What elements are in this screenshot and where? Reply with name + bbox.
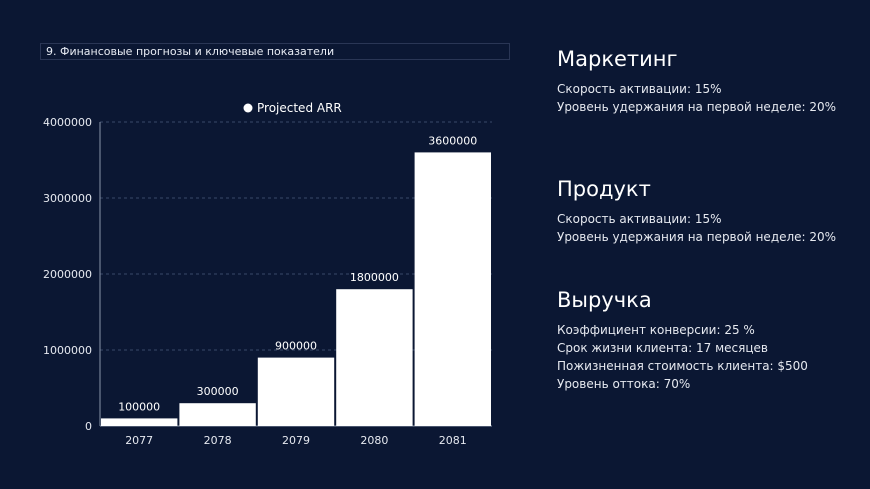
section-heading-product: Продукт — [557, 177, 651, 201]
bar — [101, 418, 178, 426]
marketing-week1-retention: Уровень удержания на первой неделе: 20% — [557, 100, 837, 114]
data-label: 900000 — [275, 340, 317, 353]
y-tick-label: 1000000 — [43, 344, 92, 357]
x-tick-label: 2080 — [360, 434, 388, 447]
data-label: 100000 — [118, 400, 160, 413]
x-tick-label: 2078 — [204, 434, 232, 447]
data-label: 1800000 — [350, 271, 399, 284]
legend-label: Projected ARR — [257, 101, 342, 115]
revenue-lifetime-value: Пожизненная стоимость клиента: $500 — [557, 359, 808, 373]
section-product: Продукт Скорость активации: 15% Уровень … — [557, 176, 857, 246]
x-tick-label: 2079 — [282, 434, 310, 447]
y-tick-label: 4000000 — [43, 116, 92, 129]
y-tick-label: 0 — [85, 420, 92, 433]
product-week1-retention: Уровень удержания на первой неделе: 20% — [557, 230, 837, 244]
revenue-conversion-rate: Коэффициент конверсии: 25 % — [557, 323, 755, 337]
section-heading-marketing: Маркетинг — [557, 47, 678, 71]
y-tick-label: 2000000 — [43, 268, 92, 281]
bar-chart: 0 1000000 2000000 3000000 4000000 100000 2077 3… — [43, 101, 492, 447]
section-heading-revenue: Выручка — [557, 288, 652, 312]
bar — [257, 357, 335, 426]
y-tick-label: 3000000 — [43, 192, 92, 205]
bar — [414, 152, 491, 426]
x-tick-label: 2081 — [439, 434, 467, 447]
x-tick-label: 2077 — [125, 434, 153, 447]
section-marketing: Маркетинг Скорость активации: 15% Уровен… — [557, 46, 857, 116]
bar — [179, 403, 256, 426]
revenue-churn-rate: Уровень оттока: 70% — [557, 377, 691, 391]
data-label: 3600000 — [428, 134, 477, 147]
marketing-activation-rate: Скорость активации: 15% — [557, 82, 722, 96]
section-revenue: Выручка Коэффициент конверсии: 25 % Срок… — [557, 287, 857, 393]
bar — [336, 289, 413, 426]
slide-title: 9. Финансовые прогнозы и ключевые показа… — [40, 43, 510, 60]
product-activation-rate: Скорость активации: 15% — [557, 212, 722, 226]
revenue-customer-lifetime: Срок жизни клиента: 17 месяцев — [557, 341, 768, 355]
data-label: 300000 — [197, 385, 239, 398]
legend-marker — [243, 103, 253, 113]
